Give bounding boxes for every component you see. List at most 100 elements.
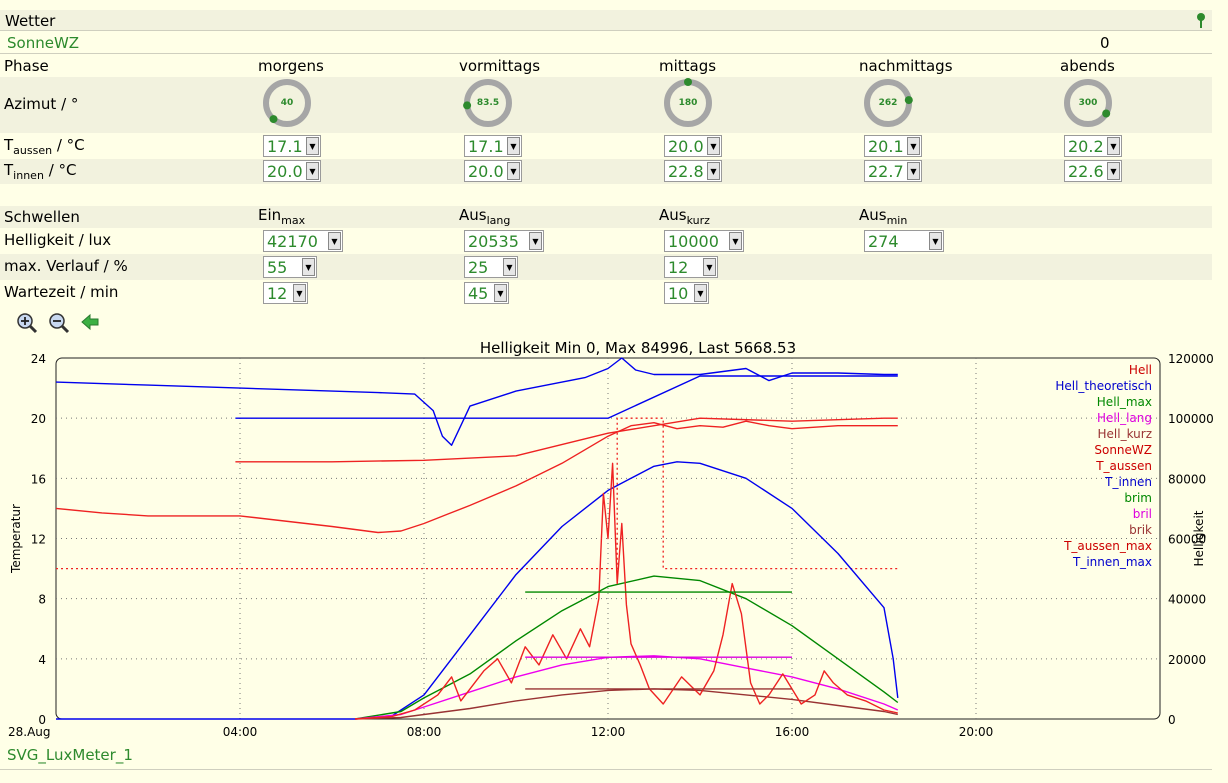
legend-entry: Hell_kurz [1098, 427, 1153, 441]
schwellen-label: Schwellen [4, 208, 80, 226]
series-line [235, 417, 898, 463]
chart-title: Helligkeit Min 0, Max 84996, Last 5668.5… [480, 339, 796, 357]
verlauf-select-aus-lang[interactable]: 25 ▼ [464, 256, 518, 278]
azimut-gauge[interactable]: 40 [262, 78, 312, 128]
chevron-down-icon[interactable]: ▼ [694, 284, 707, 302]
helligkeit-value: 42170 [267, 231, 318, 251]
helligkeit-select-ein-max[interactable]: 42170 ▼ [263, 230, 343, 252]
x-tick: 16:00 [775, 725, 810, 739]
chevron-down-icon[interactable]: ▼ [503, 258, 516, 276]
t-innen-select-mittags[interactable]: 22.8 ▼ [664, 160, 722, 182]
chevron-down-icon[interactable]: ▼ [306, 137, 319, 155]
azimut-gauge[interactable]: 83.5 [463, 78, 513, 128]
t-innen-select-vormittags[interactable]: 20.0 ▼ [464, 160, 522, 182]
schwellen-col-ein-max: Einmax [258, 206, 305, 227]
legend-entry: T_aussen [1095, 459, 1152, 473]
y-right-tick: 120000 [1168, 352, 1214, 366]
azimut-gauge[interactable]: 180 [663, 78, 713, 128]
wartezeit-value: 45 [468, 283, 489, 303]
schwellen-row: Schwellen Einmax Auslang Auskurz Ausmin [0, 206, 1212, 228]
helligkeit-select-aus-min[interactable]: 274 ▼ [864, 230, 944, 252]
chevron-down-icon[interactable]: ▼ [929, 232, 942, 250]
t-innen-label-unit: / °C [43, 161, 77, 179]
t-innen-select-nachmittags[interactable]: 22.7 ▼ [864, 160, 922, 182]
azimut-value: 300 [1078, 98, 1098, 108]
azimut-value: 83.5 [476, 98, 500, 108]
chevron-down-icon[interactable]: ▼ [1107, 137, 1120, 155]
chevron-down-icon[interactable]: ▼ [707, 137, 720, 155]
t-innen-select-morgens[interactable]: 20.0 ▼ [263, 160, 321, 182]
verlauf-select-ein-max[interactable]: 55 ▼ [263, 256, 317, 278]
wartezeit-select-ein-max[interactable]: 12 ▼ [263, 282, 308, 304]
wartezeit-label: Wartezeit / min [4, 283, 119, 301]
x-tick: 08:00 [407, 725, 442, 739]
t-innen-value: 20.0 [468, 161, 504, 181]
wartezeit-select-aus-kurz[interactable]: 10 ▼ [664, 282, 709, 304]
azimut-gauge[interactable]: 262 [863, 78, 913, 128]
chevron-down-icon[interactable]: ▼ [1107, 162, 1120, 180]
footer-label[interactable]: SVG_LuxMeter_1 [7, 746, 133, 764]
device-name[interactable]: SonneWZ [7, 34, 80, 52]
t-aussen-value: 20.0 [668, 136, 704, 156]
chevron-down-icon[interactable]: ▼ [529, 232, 542, 250]
chevron-down-icon[interactable]: ▼ [703, 258, 716, 276]
y-left-tick: 12 [31, 533, 46, 547]
series-line [55, 357, 898, 446]
gauge-ring [1064, 79, 1112, 127]
wartezeit-value: 10 [668, 283, 689, 303]
helligkeit-value: 20535 [468, 231, 519, 251]
chevron-down-icon[interactable]: ▼ [729, 232, 742, 250]
chevron-down-icon[interactable]: ▼ [293, 284, 306, 302]
phase-morgens: morgens [258, 57, 324, 75]
chevron-down-icon[interactable]: ▼ [707, 162, 720, 180]
zoom-out-icon[interactable] [47, 312, 71, 338]
y-left-tick: 8 [38, 593, 46, 607]
col-sub: min [886, 214, 908, 227]
chevron-down-icon[interactable]: ▼ [494, 284, 507, 302]
helligkeit-value: 274 [868, 231, 899, 251]
t-aussen-select-mittags[interactable]: 20.0 ▼ [664, 135, 722, 157]
t-innen-select-abends[interactable]: 22.6 ▼ [1064, 160, 1122, 182]
wartezeit-value: 12 [267, 283, 288, 303]
gauge-marker [269, 115, 278, 124]
t-aussen-select-morgens[interactable]: 17.1 ▼ [263, 135, 321, 157]
phase-label: Phase [4, 57, 49, 75]
chevron-down-icon[interactable]: ▼ [302, 258, 315, 276]
y-left-label: Temperatur [9, 504, 23, 574]
helligkeit-label: Helligkeit / lux [4, 231, 112, 249]
col-main: Aus [859, 206, 887, 224]
zoom-in-icon[interactable] [15, 312, 39, 338]
legend-entry: Hell_lang [1097, 411, 1152, 425]
chevron-down-icon[interactable]: ▼ [907, 137, 920, 155]
azimut-gauge[interactable]: 300 [1063, 78, 1113, 128]
y-right-tick: 100000 [1168, 412, 1214, 426]
chevron-down-icon[interactable]: ▼ [507, 162, 520, 180]
x-tick: 20:00 [959, 725, 994, 739]
col-main: Ein [258, 206, 282, 224]
schwellen-col-aus-lang: Auslang [459, 206, 510, 227]
t-innen-label-sub: innen [13, 169, 44, 182]
chevron-down-icon[interactable]: ▼ [507, 137, 520, 155]
pin-icon[interactable] [1196, 12, 1206, 32]
x-tick: 12:00 [591, 725, 626, 739]
chart-svg: 0 4 8 12 16 20 24 0 20000 40000 60000 80000 100000 12… [8, 339, 1214, 739]
t-aussen-label-sub: aussen [13, 144, 53, 157]
y-right-tick: 60000 [1168, 533, 1206, 547]
t-aussen-select-abends[interactable]: 20.2 ▼ [1064, 135, 1122, 157]
helligkeit-select-aus-lang[interactable]: 20535 ▼ [464, 230, 544, 252]
chevron-down-icon[interactable]: ▼ [907, 162, 920, 180]
azimut-row: Azimut / ° 40 83.5 180 262 300 [0, 77, 1212, 133]
chevron-down-icon[interactable]: ▼ [306, 162, 319, 180]
t-aussen-value: 20.2 [1068, 136, 1104, 156]
t-innen-label: Tinnen / °C [4, 161, 77, 182]
wartezeit-select-aus-lang[interactable]: 45 ▼ [464, 282, 509, 304]
col-sub: lang [486, 214, 511, 227]
t-aussen-label: Taussen / °C [4, 136, 85, 157]
legend-entry: Hell_max [1097, 395, 1152, 409]
back-arrow-icon[interactable] [80, 313, 100, 335]
verlauf-select-aus-kurz[interactable]: 12 ▼ [664, 256, 718, 278]
helligkeit-select-aus-kurz[interactable]: 10000 ▼ [664, 230, 744, 252]
t-aussen-select-nachmittags[interactable]: 20.1 ▼ [864, 135, 922, 157]
chevron-down-icon[interactable]: ▼ [328, 232, 341, 250]
t-aussen-select-vormittags[interactable]: 17.1 ▼ [464, 135, 522, 157]
